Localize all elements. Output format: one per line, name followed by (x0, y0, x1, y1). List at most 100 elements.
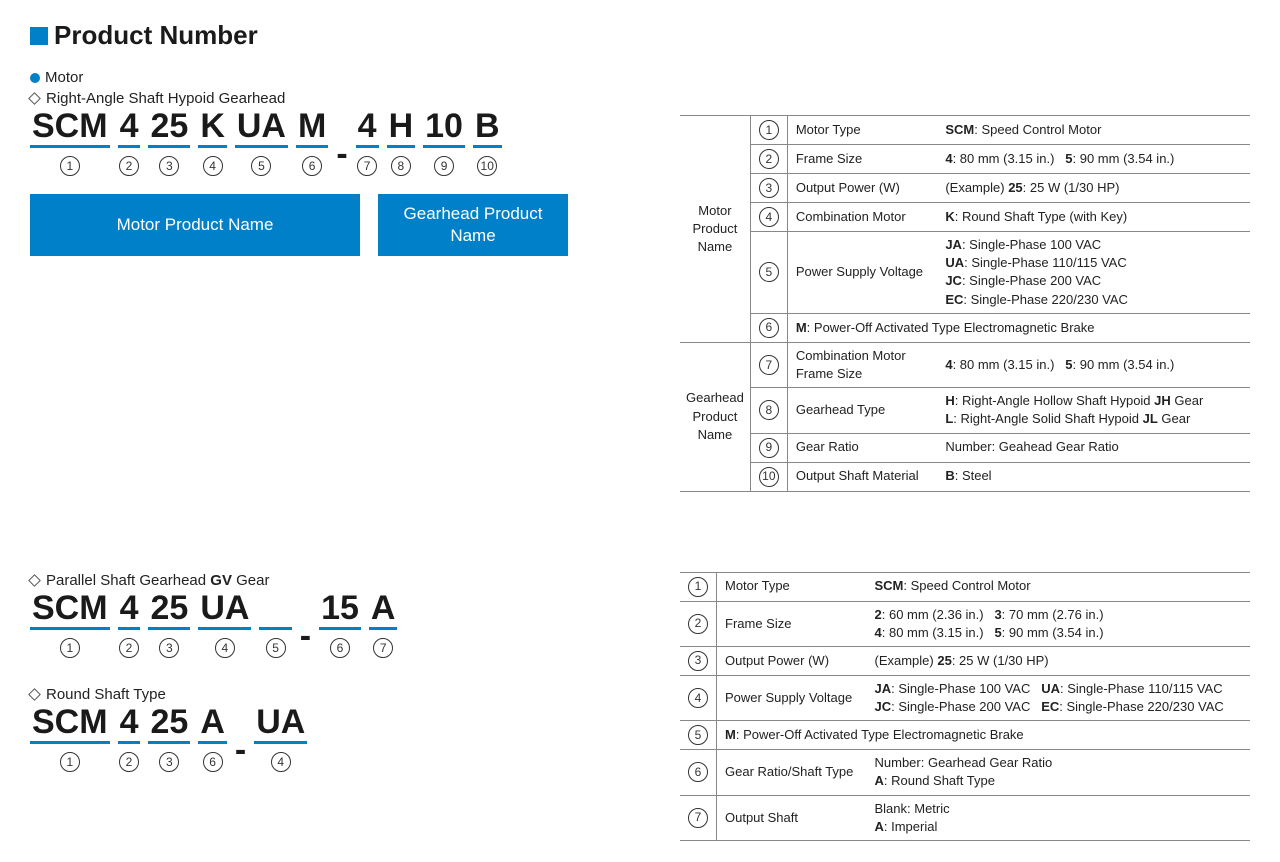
def-val: 4: 80 mm (3.15 in.) 5: 90 mm (3.54 in.) (937, 145, 1250, 174)
page-title: Product Number (30, 20, 1250, 51)
diamond-icon (28, 92, 41, 105)
definition-table-a: MotorProductName1Motor TypeSCM: Speed Co… (680, 115, 1250, 492)
def-val: B: Steel (937, 462, 1250, 491)
def-num: 4 (750, 203, 787, 232)
code-segment: SCM1 (30, 705, 110, 772)
def-row: 6M: Power-Off Activated Type Electromagn… (680, 313, 1250, 342)
code-row-c: SCM142253A6-UA4 (30, 705, 650, 772)
def-num: 5 (680, 721, 717, 750)
def-name: Output Shaft Material (787, 462, 937, 491)
circle-number: 4 (203, 156, 223, 176)
circle-number: 1 (60, 638, 80, 658)
def-num: 7 (750, 342, 787, 387)
diamond-icon (28, 688, 41, 701)
def-num: 2 (680, 601, 717, 646)
def-val: (Example) 25: 25 W (1/30 HP) (937, 174, 1250, 203)
circle-number: 3 (159, 638, 179, 658)
code-segment: A7 (369, 591, 398, 658)
def-val: Number: Geahead Gear Ratio (937, 433, 1250, 462)
def-num: 2 (750, 145, 787, 174)
def-row: 1Motor TypeSCM: Speed Control Motor (680, 572, 1250, 601)
def-name: Motor Type (717, 572, 867, 601)
code-row-b: SCM142253UA4 5-156A7 (30, 591, 650, 658)
def-val: JA: Single-Phase 100 VAC UA: Single-Phas… (867, 675, 1251, 720)
circle-number: 1 (60, 156, 80, 176)
code-segment: 253 (148, 109, 190, 176)
def-name: Gear Ratio (787, 433, 937, 462)
def-name: Motor Type (787, 116, 937, 145)
motor-dot-icon (30, 73, 40, 83)
code-text: 4 (356, 109, 379, 148)
code-text: UA (198, 591, 251, 630)
def-num: 5 (750, 232, 787, 314)
def-num: 10 (750, 462, 787, 491)
code-text: UA (235, 109, 288, 148)
code-segment: 5 (259, 591, 291, 658)
def-val: M: Power-Off Activated Type Electromagne… (787, 313, 1250, 342)
code-text: H (387, 109, 416, 148)
def-num: 1 (680, 572, 717, 601)
code-segment: 156 (319, 591, 361, 658)
code-segment: UA 4 (198, 591, 251, 658)
def-name: Frame Size (717, 601, 867, 646)
code-segment: H8 (387, 109, 416, 176)
def-name: Gear Ratio/Shaft Type (717, 750, 867, 795)
code-segment: 253 (148, 591, 190, 658)
motor-name-box: Motor Product Name (30, 194, 360, 256)
circle-number: 4 (215, 638, 235, 658)
code-text: B (473, 109, 502, 148)
def-name: Output Shaft (717, 795, 867, 840)
code-segment: 109 (423, 109, 465, 176)
def-row: 10Output Shaft MaterialB: Steel (680, 462, 1250, 491)
circle-number: 6 (330, 638, 350, 658)
def-num: 3 (680, 646, 717, 675)
def-row: 8Gearhead TypeH: Right-Angle Hollow Shaf… (680, 388, 1250, 433)
code-segment: 42 (118, 109, 141, 176)
code-text: SCM (30, 109, 110, 148)
def-val: (Example) 25: 25 W (1/30 HP) (867, 646, 1251, 675)
def-name: Combination Motor (787, 203, 937, 232)
def-name: Gearhead Type (787, 388, 937, 433)
code-segment: K4 (198, 109, 227, 176)
def-val: 4: 80 mm (3.15 in.) 5: 90 mm (3.54 in.) (937, 342, 1250, 387)
def-name: Frame Size (787, 145, 937, 174)
def-val: Number: Gearhead Gear RatioA: Round Shaf… (867, 750, 1251, 795)
diamond-icon (28, 574, 41, 587)
code-text: 15 (319, 591, 361, 630)
def-row: MotorProductName1Motor TypeSCM: Speed Co… (680, 116, 1250, 145)
circle-number: 10 (477, 156, 497, 176)
def-num: 1 (750, 116, 787, 145)
circle-number: 7 (373, 638, 393, 658)
circle-number: 6 (203, 752, 223, 772)
group-label: GearheadProductName (680, 342, 750, 491)
code-segment: 42 (118, 591, 141, 658)
code-text: 25 (148, 591, 190, 630)
code-text: SCM (30, 591, 110, 630)
def-val: SCM: Speed Control Motor (867, 572, 1251, 601)
circle-number: 9 (434, 156, 454, 176)
def-row: 2Frame Size4: 80 mm (3.15 in.) 5: 90 mm … (680, 145, 1250, 174)
code-text: UA (254, 705, 307, 744)
code-segment: 47 (356, 109, 379, 176)
subtype-a-text: Right-Angle Shaft Hypoid Gearhead (46, 90, 285, 107)
definition-table-b: 1Motor TypeSCM: Speed Control Motor2Fram… (680, 572, 1250, 842)
subtype-c-label: Round Shaft Type (30, 686, 650, 703)
def-num: 6 (680, 750, 717, 795)
code-segment: UA5 (235, 109, 288, 176)
title-text: Product Number (54, 20, 258, 51)
def-name: Combination Motor Frame Size (787, 342, 937, 387)
def-val: Blank: MetricA: Imperial (867, 795, 1251, 840)
code-text: 10 (423, 109, 465, 148)
code-segment: UA4 (254, 705, 307, 772)
def-num: 7 (680, 795, 717, 840)
def-num: 4 (680, 675, 717, 720)
def-row: GearheadProductName7Combination Motor Fr… (680, 342, 1250, 387)
subtype-c-text: Round Shaft Type (46, 686, 166, 703)
motor-heading-text: Motor (45, 69, 83, 86)
def-row: 4Combination MotorK: Round Shaft Type (w… (680, 203, 1250, 232)
def-num: 3 (750, 174, 787, 203)
motor-heading: Motor (30, 69, 1250, 86)
code-text (259, 591, 291, 630)
code-text: 25 (148, 109, 190, 148)
code-segment: SCM 1 (30, 109, 110, 176)
